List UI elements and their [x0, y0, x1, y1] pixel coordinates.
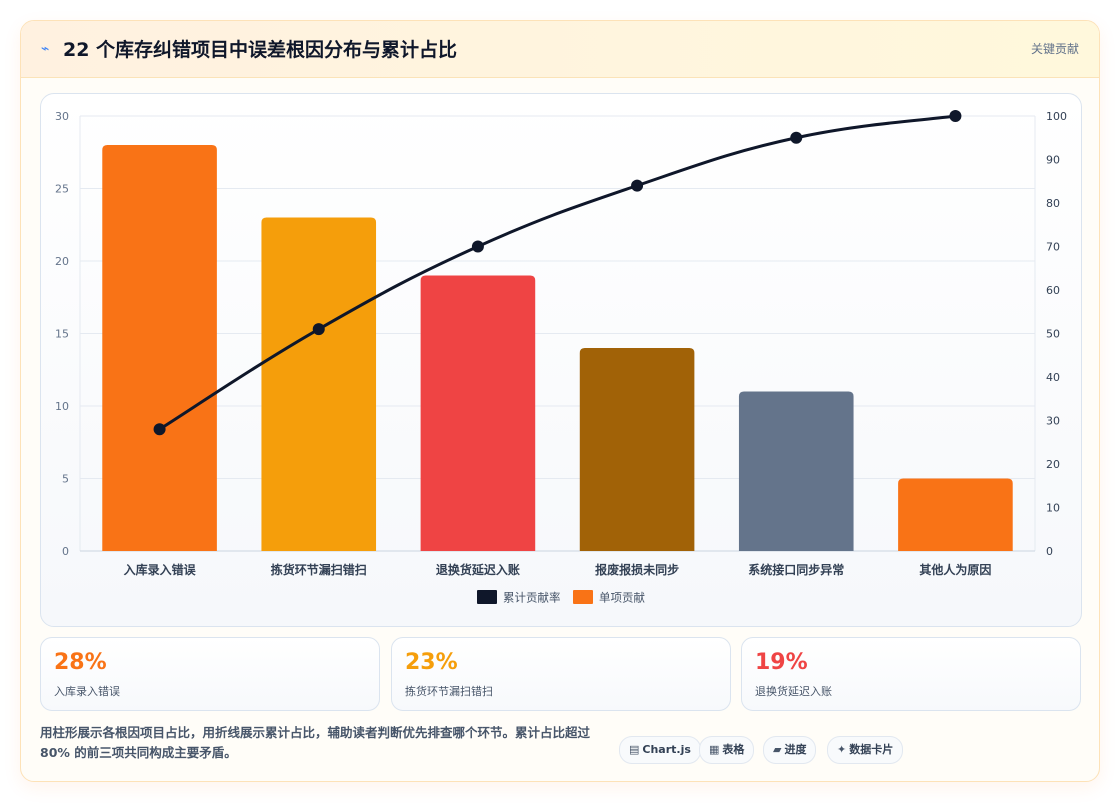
- chart-panel: 0 5 10 15 20 25 30 0 10 20 30 40 50 60 70 80 90 100 入库录入错误…: [40, 93, 1082, 627]
- y-right-tick-label: 90: [1046, 154, 1060, 167]
- cumulative-point-6: [949, 110, 962, 122]
- card-header: ⌁ 22 个库存纠错项目中误差根因分布与累计占比 关键贡献: [21, 21, 1099, 78]
- y-right-tick-label: 30: [1046, 415, 1060, 428]
- y-right-tick-label: 40: [1046, 371, 1060, 384]
- stat-value: 23%: [405, 650, 458, 675]
- y-right-tick-label: 20: [1046, 458, 1060, 471]
- stat-card-2: 23% 拣货环节漏扫错扫: [391, 637, 731, 711]
- cumulative-point-5: [790, 131, 803, 144]
- y-left-tick-label: 5: [62, 473, 69, 486]
- bar-1: [102, 145, 217, 551]
- legend-label: 单项贡献: [599, 591, 645, 605]
- bar-4: [579, 348, 695, 551]
- y-right-tick-label: 10: [1046, 502, 1060, 515]
- table-icon: ▦: [709, 743, 720, 756]
- chart-description: 用柱形展示各根因项目占比，用折线展示累计占比，辅助读者判断优先排查哪个环节。累计…: [40, 725, 591, 760]
- y-right-tick-label: 0: [1046, 545, 1053, 558]
- bar-5: [738, 391, 854, 551]
- chart-icon: ▤: [629, 743, 640, 756]
- y-right-tick-label: 100: [1046, 110, 1067, 123]
- pill-table[interactable]: ▦ 表格: [699, 736, 755, 764]
- x-tick-label: 退换货延迟入账: [436, 562, 520, 577]
- cumulative-line: [158, 114, 956, 431]
- stat-label: 拣货环节漏扫错扫: [405, 685, 493, 698]
- stat-card-3: 19% 退换货延迟入账: [741, 637, 1081, 711]
- pill-datacard[interactable]: ✦ 数据卡片: [827, 736, 904, 764]
- stat-label: 入库录入错误: [54, 685, 120, 698]
- pill-label: 表格: [722, 743, 745, 756]
- cumulative-point-4: [631, 179, 644, 192]
- progress-icon: ▰: [773, 743, 782, 756]
- cumulative-point-3: [471, 240, 484, 253]
- pill-label: 数据卡片: [849, 743, 894, 756]
- bar-6: [898, 478, 1013, 551]
- y-left-tick-label: 0: [62, 545, 69, 558]
- x-tick-label: 入库录入错误: [124, 562, 197, 577]
- x-tick-label: 其他人为原因: [919, 562, 991, 577]
- pareto-chart: 0 5 10 15 20 25 30 0 10 20 30 40 50 60 70 80 90 100 入库录入错误…: [55, 110, 1067, 605]
- legend-swatch: [477, 590, 497, 604]
- pill-label: 进度: [784, 743, 807, 756]
- y-left-tick-label: 15: [55, 328, 69, 341]
- y-left-tick-label: 10: [55, 400, 69, 413]
- y-left-tick-label: 25: [55, 183, 69, 196]
- stat-card-1: 28% 入库录入错误: [40, 637, 380, 711]
- pill-progress[interactable]: ▰ 进度: [763, 736, 817, 764]
- y-right-tick-label: 80: [1046, 197, 1060, 210]
- pill-chartjs[interactable]: ▤ Chart.js: [619, 736, 701, 764]
- legend-swatch: [573, 590, 593, 604]
- stat-label: 退换货延迟入账: [755, 685, 832, 698]
- header-tag: 关键贡献: [1030, 42, 1079, 56]
- x-tick-label: 系统接口同步异常: [748, 562, 844, 577]
- stat-value: 28%: [54, 650, 107, 675]
- y-right-tick-label: 50: [1046, 328, 1060, 341]
- x-tick-label: 报废报损未同步: [595, 562, 679, 577]
- y-left-tick-label: 20: [55, 255, 69, 268]
- y-left-tick-label: 30: [55, 110, 69, 123]
- cumulative-point-2: [312, 323, 325, 336]
- x-tick-label: 拣货环节漏扫错扫: [271, 562, 367, 577]
- chart-card: ⌁ 22 个库存纠错项目中误差根因分布与累计占比 关键贡献 0 5 10 15 20 25…: [20, 20, 1100, 782]
- sparkle-icon: ✦: [837, 743, 847, 756]
- y-right-tick-label: 70: [1046, 241, 1060, 254]
- chart-title: 22 个库存纠错项目中误差根因分布与累计占比: [63, 39, 458, 61]
- lightning-icon: ⌁: [41, 41, 50, 57]
- cumulative-point-1: [153, 423, 166, 436]
- stat-value: 19%: [755, 650, 808, 675]
- bar-3: [420, 275, 536, 551]
- legend-label: 累计贡献率: [503, 591, 561, 605]
- pill-label: Chart.js: [642, 743, 691, 756]
- bar-2: [261, 217, 377, 551]
- y-right-tick-label: 60: [1046, 284, 1060, 297]
